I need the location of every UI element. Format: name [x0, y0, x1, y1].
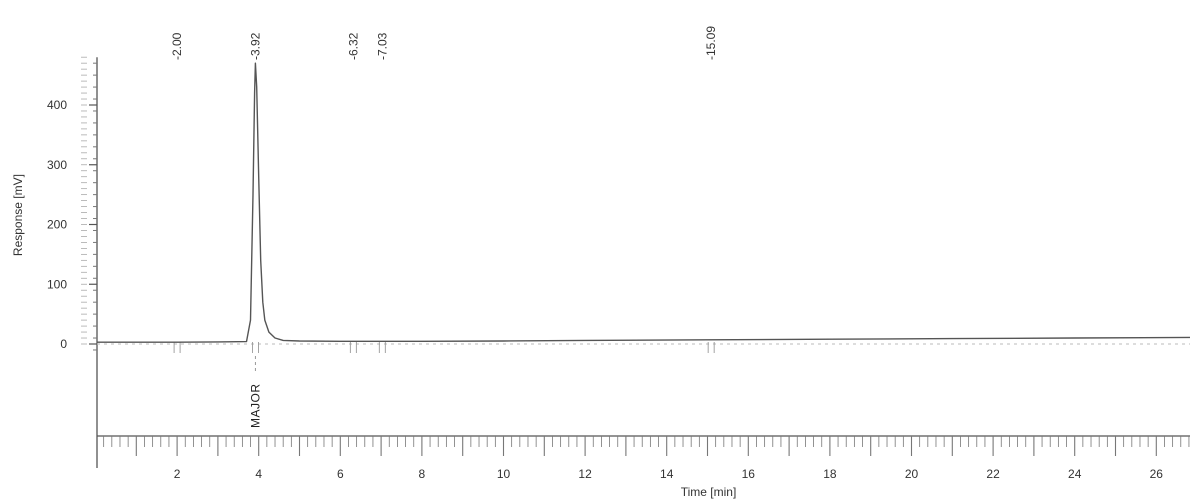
peak-time-label: -15.09 — [704, 26, 718, 60]
y-tick-label: 400 — [47, 98, 67, 112]
y-tick-label: 300 — [47, 158, 67, 172]
x-tick-label: 8 — [419, 467, 426, 481]
x-tick-label: 16 — [742, 467, 756, 481]
peak-time-label: -6.32 — [346, 32, 360, 60]
x-tick-label: 14 — [660, 467, 674, 481]
trace-layer — [97, 62, 1191, 343]
peak-markers — [173, 342, 715, 374]
peak-time-label: -3.92 — [248, 32, 262, 60]
x-tick-label: 20 — [905, 467, 919, 481]
axes — [81, 56, 1190, 468]
y-tick-label: 0 — [60, 337, 67, 351]
x-tick-label: 2 — [174, 467, 181, 481]
x-tick-label: 24 — [1068, 467, 1082, 481]
x-axis-label: Time [min] — [681, 485, 737, 499]
x-tick-label: 22 — [986, 467, 1000, 481]
peak-time-label: -7.03 — [375, 32, 389, 60]
x-tick-label: 18 — [823, 467, 837, 481]
x-tick-label: 12 — [578, 467, 592, 481]
x-tick-label: 6 — [337, 467, 344, 481]
x-tick-label: 4 — [255, 467, 262, 481]
peak-annotation: MAJOR — [248, 384, 262, 429]
peak-time-label: -2.00 — [170, 32, 184, 60]
series-line — [97, 62, 1191, 343]
x-tick-label: 10 — [497, 467, 511, 481]
y-tick-label: 100 — [47, 277, 67, 291]
x-tick-label: 26 — [1150, 467, 1164, 481]
y-axis-label: Response [mV] — [11, 174, 25, 256]
y-tick-label: 200 — [47, 218, 67, 232]
